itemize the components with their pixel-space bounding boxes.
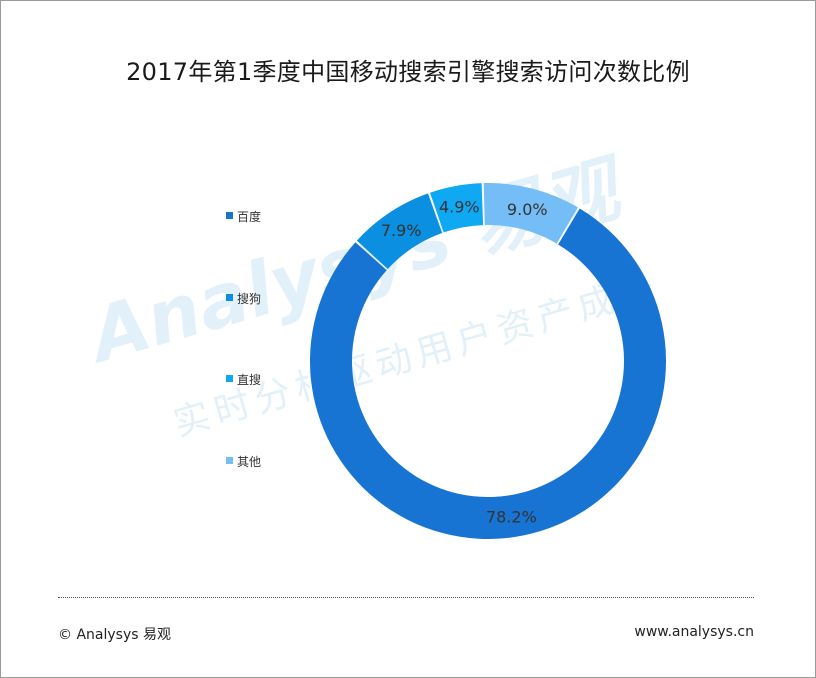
- footer-divider: [58, 597, 754, 598]
- legend-label: 直搜: [237, 373, 262, 387]
- footer-copyright: © Analysys 易观: [58, 627, 171, 643]
- legend-swatch: [226, 294, 233, 301]
- legend-swatch: [226, 212, 233, 219]
- data-label-其他: 9.0%: [507, 200, 548, 219]
- chart-title: 2017年第1季度中国移动搜索引擎搜索访问次数比例: [126, 58, 690, 86]
- slice-百度: [309, 208, 667, 539]
- legend-label: 搜狗: [237, 292, 262, 306]
- slice-其他: [483, 182, 578, 244]
- slice-搜狗: [356, 193, 443, 270]
- data-label-百度: 78.2%: [486, 507, 537, 526]
- legend-swatch: [226, 375, 233, 382]
- legend-swatch: [226, 457, 233, 464]
- data-label-直搜: 4.9%: [439, 198, 480, 217]
- slice-直搜: [430, 183, 484, 233]
- legend-label: 百度: [237, 210, 262, 224]
- legend-label: 其他: [237, 455, 262, 469]
- footer-website[interactable]: www.analysys.cn: [634, 624, 754, 640]
- data-label-搜狗: 7.9%: [381, 221, 422, 240]
